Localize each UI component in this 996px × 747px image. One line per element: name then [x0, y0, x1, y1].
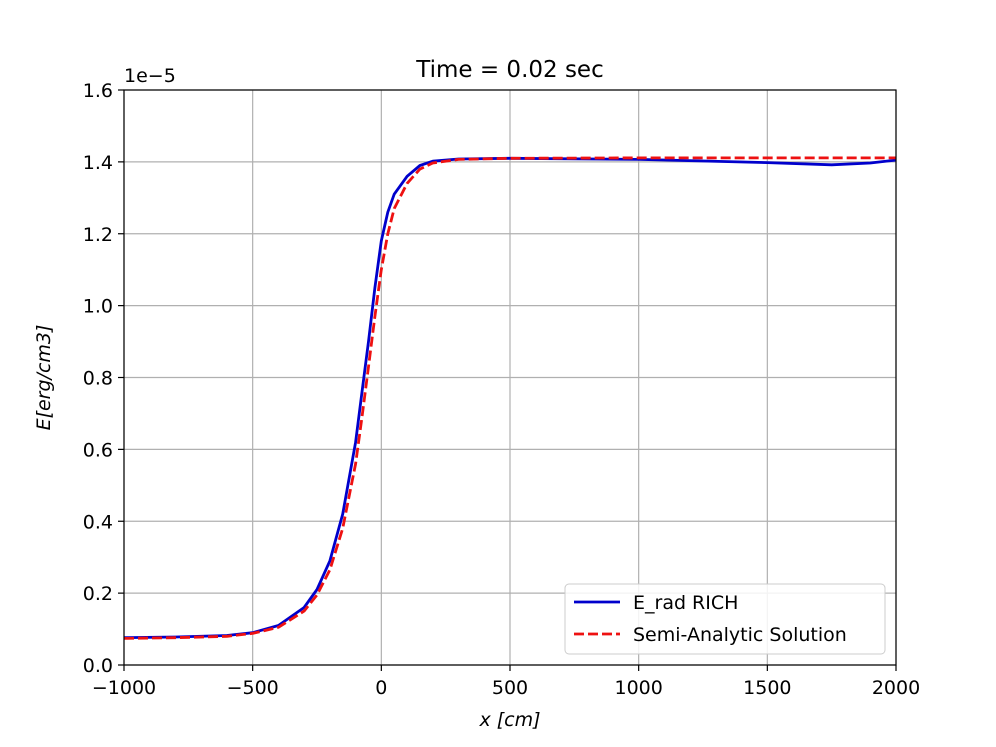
y-tick-label: 0.4	[83, 511, 113, 533]
legend-box	[564, 583, 886, 655]
x-tick-label: 1500	[743, 677, 791, 699]
x-tick-label: −1000	[92, 677, 156, 699]
y-tick-label: 1.2	[83, 224, 113, 246]
x-tick-label: 1000	[614, 677, 662, 699]
y-tick-label: 0.2	[83, 583, 113, 605]
ticks: −1000 −500 0 500 1000 1500 2000 0.0 0.2 0.4 0.6 0.8…	[83, 80, 920, 699]
x-tick-label: 2000	[872, 677, 920, 699]
legend-entry: E_rad RICH	[633, 592, 738, 614]
y-axis-label: E[erg/cm3]	[33, 325, 55, 431]
chart-title: Time = 0.02 sec	[415, 57, 603, 83]
y-tick-label: 1.6	[83, 80, 113, 102]
y-tick-label: 1.0	[83, 296, 113, 318]
legend: E_rad RICH Semi-Analytic Solution	[564, 583, 886, 655]
legend-entry: Semi-Analytic Solution	[633, 624, 847, 646]
x-tick-label: −500	[227, 677, 279, 699]
grid	[123, 89, 897, 666]
x-axis-label: x [cm]	[478, 709, 540, 731]
series-layer	[123, 156, 897, 640]
series-line	[123, 156, 896, 640]
y-tick-label: 1.4	[83, 152, 113, 174]
y-tick-label: 0.6	[83, 439, 113, 461]
y-tick-label: 0.0	[83, 655, 113, 677]
y-offset-label: 1e−5	[124, 65, 176, 87]
y-tick-label: 0.8	[83, 368, 113, 390]
x-tick-label: 500	[492, 677, 528, 699]
x-tick-label: 0	[375, 677, 387, 699]
